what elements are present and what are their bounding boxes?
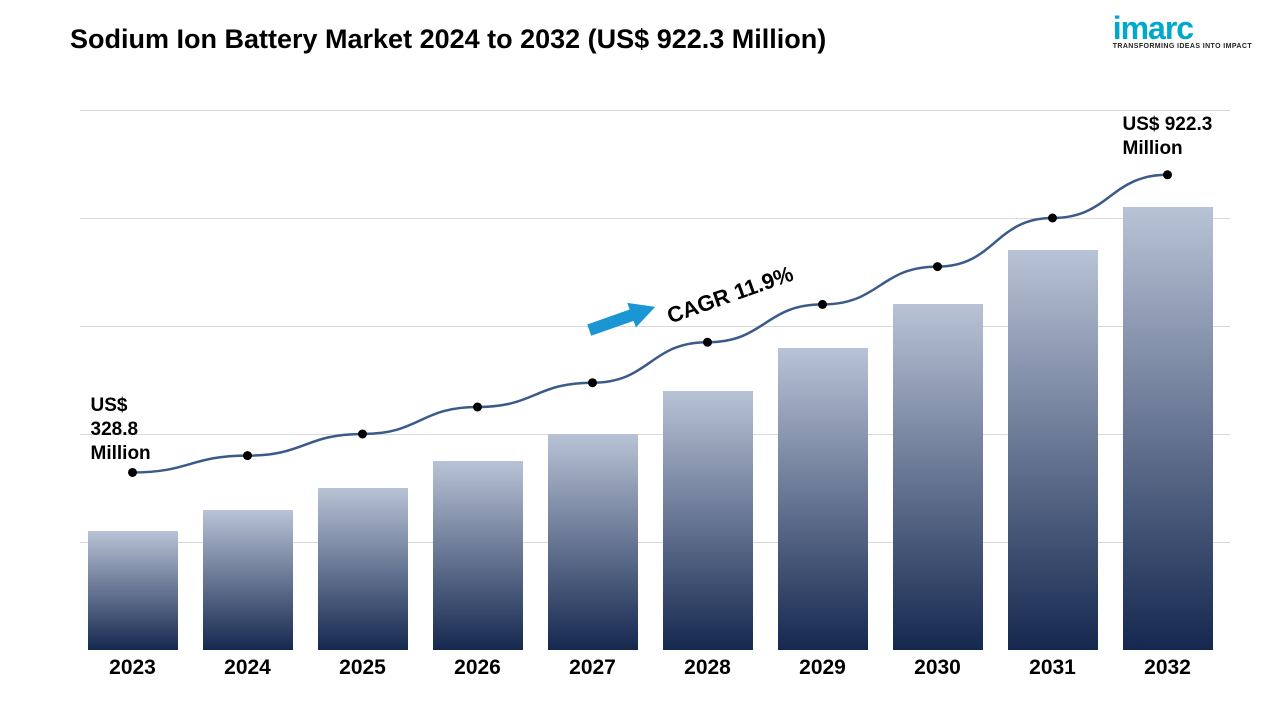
x-axis-label: 2032 [1123,656,1213,680]
end-value-annotation: US$ 922.3Million [1123,113,1213,161]
x-axis-labels: 2023 2024 2025 2026 2027 2028 2029 2030 2031 2032 [80,656,1230,686]
plot-area [80,110,1230,650]
brand-logo: imarc TRANSFORMING IDEAS INTO IMPACT [1113,10,1252,50]
logo-tagline: TRANSFORMING IDEAS INTO IMPACT [1113,43,1252,50]
start-value-annotation: US$328.8Million [91,394,151,465]
trend-line [80,110,1230,650]
x-axis-label: 2026 [433,656,523,680]
x-axis-label: 2024 [203,656,293,680]
logo-wordmark: imarc [1113,10,1252,47]
x-axis-label: 2031 [1008,656,1098,680]
x-axis-label: 2028 [663,656,753,680]
x-axis-label: 2030 [893,656,983,680]
x-axis-label: 2023 [88,656,178,680]
x-axis-label: 2025 [318,656,408,680]
market-chart [80,110,1230,650]
chart-title: Sodium Ion Battery Market 2024 to 2032 (… [70,24,826,55]
x-axis-label: 2029 [778,656,868,680]
x-axis-label: 2027 [548,656,638,680]
